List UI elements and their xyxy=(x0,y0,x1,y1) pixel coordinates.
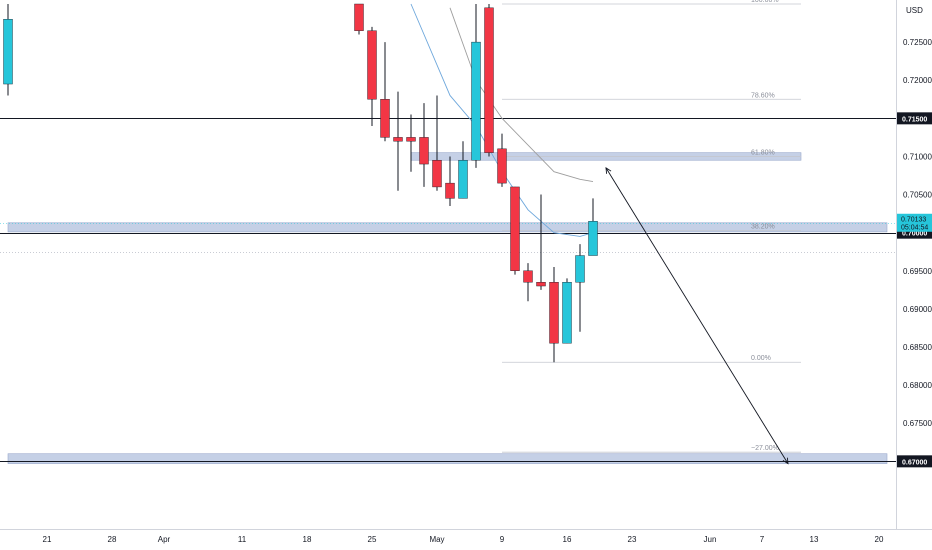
candle-down[interactable] xyxy=(367,26,377,126)
time-tick-label: Apr xyxy=(158,535,171,544)
price-tick-label: 0.70500 xyxy=(903,191,932,200)
fib-level-label: 0.00% xyxy=(751,355,771,362)
price-tag: 0.71500 xyxy=(897,112,932,125)
time-tick-label: 23 xyxy=(628,535,637,544)
candle-down[interactable] xyxy=(380,42,390,142)
price-tag-label: 0.67000 xyxy=(902,459,927,466)
zone-box[interactable] xyxy=(7,453,888,464)
price-tick-label: 0.69500 xyxy=(903,267,932,276)
candle-body xyxy=(393,137,403,142)
time-tick-label: 18 xyxy=(303,535,312,544)
time-tick-label: Jun xyxy=(704,535,717,544)
projection-arrow[interactable] xyxy=(605,166,789,465)
arrows-layer[interactable] xyxy=(605,166,789,465)
candle-up[interactable] xyxy=(3,4,13,96)
price-tick-label: 0.72000 xyxy=(903,76,932,85)
fib-level-label: −27.00% xyxy=(751,445,779,452)
time-axis[interactable]: 21 28 Apr 11 18 25 May 9 16 23 Jun 7 13 20 xyxy=(43,535,884,544)
time-tick-label: 7 xyxy=(760,535,765,544)
candle-body xyxy=(367,30,377,100)
candle-down[interactable] xyxy=(523,263,533,302)
candle-body xyxy=(380,99,390,138)
candle-down[interactable] xyxy=(419,103,429,187)
fib-level-label: 78.60% xyxy=(751,92,775,99)
candle-up[interactable] xyxy=(562,278,572,344)
price-tick-label: 0.69000 xyxy=(903,305,932,314)
candle-body xyxy=(484,7,494,153)
candle-down[interactable] xyxy=(536,194,546,290)
candle-body xyxy=(3,19,13,85)
countdown-label: 05:04:54 xyxy=(901,224,928,231)
time-tick-label: 28 xyxy=(108,535,117,544)
candle-body xyxy=(432,160,442,188)
candle-down[interactable] xyxy=(393,91,403,191)
candle-down[interactable] xyxy=(406,114,416,172)
candle-down[interactable] xyxy=(549,266,559,363)
candle-body xyxy=(536,282,546,287)
current-price-label: 0.70133 xyxy=(901,216,926,223)
price-tag-label: 0.71500 xyxy=(902,116,927,123)
candle-down[interactable] xyxy=(510,186,520,275)
candle-body xyxy=(458,160,468,199)
candle-up[interactable] xyxy=(471,4,481,168)
candles-layer[interactable] xyxy=(3,3,598,363)
zone-box[interactable] xyxy=(7,222,888,233)
candle-body xyxy=(588,221,598,256)
price-tag-bg xyxy=(897,455,932,468)
candle-body xyxy=(419,137,429,165)
price-tick-label: 0.67500 xyxy=(903,419,932,428)
price-axis[interactable]: USD 0.72500 0.72000 0.71000 0.70500 0.69500 0… xyxy=(903,6,932,428)
price-tick-label: 0.72500 xyxy=(903,38,932,47)
candle-body xyxy=(471,41,481,161)
fib-layer: 100.00% 78.60% 61.80% 38.20% 0.00% −27.00% xyxy=(502,0,801,453)
candle-down[interactable] xyxy=(445,156,455,206)
price-tick-label: 0.71000 xyxy=(903,152,932,161)
candle-body xyxy=(523,270,533,283)
time-tick-label: 21 xyxy=(43,535,52,544)
candle-body xyxy=(445,182,455,199)
candle-down[interactable] xyxy=(354,3,364,35)
candle-down[interactable] xyxy=(497,133,507,187)
price-tick-label: 0.68500 xyxy=(903,343,932,352)
candle-body xyxy=(549,282,559,344)
candle-body xyxy=(497,148,507,184)
currency-label: USD xyxy=(906,6,923,15)
current-price-tag-bg xyxy=(897,213,932,232)
time-tick-label: 9 xyxy=(500,535,505,544)
time-tick-label: 11 xyxy=(238,535,247,544)
candle-down[interactable] xyxy=(484,4,494,157)
candle-down[interactable] xyxy=(432,95,442,191)
time-tick-label: 13 xyxy=(810,535,819,544)
candle-body xyxy=(354,3,364,31)
candle-body xyxy=(575,255,585,283)
candle-body xyxy=(562,282,572,344)
time-tick-label: 20 xyxy=(875,535,884,544)
price-tick-label: 0.68000 xyxy=(903,381,932,390)
price-tag-bg xyxy=(897,112,932,125)
hlines-layer xyxy=(0,118,896,462)
arrow-head-end xyxy=(782,457,789,465)
candle-body xyxy=(406,137,416,142)
fib-level-label: 100.00% xyxy=(751,0,779,4)
fib-level-label: 38.20% xyxy=(751,223,775,230)
candle-up[interactable] xyxy=(458,141,468,199)
price-tag: 0.67000 xyxy=(897,455,932,468)
time-tick-label: 25 xyxy=(368,535,377,544)
candle-up[interactable] xyxy=(588,198,598,256)
fib-level-label: 61.80% xyxy=(751,149,775,156)
candle-up[interactable] xyxy=(575,244,585,332)
time-tick-label: 16 xyxy=(563,535,572,544)
price-tag-label: 0.70000 xyxy=(902,231,927,238)
candle-body xyxy=(510,186,520,271)
arrow-head-start xyxy=(605,166,612,174)
arrow-line xyxy=(605,167,789,464)
time-tick-label: May xyxy=(429,535,444,544)
